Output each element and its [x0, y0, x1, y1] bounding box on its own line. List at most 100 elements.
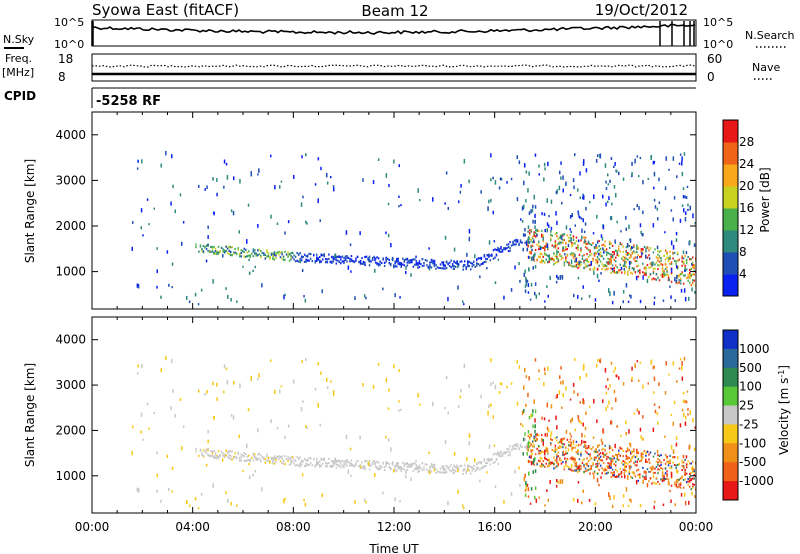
power-cell — [319, 261, 321, 264]
velocity-cell — [577, 466, 579, 469]
power-cell — [258, 253, 261, 256]
velocity-cell — [589, 458, 591, 461]
velocity-cell — [577, 453, 579, 456]
power-cell — [605, 261, 608, 264]
velocity-cell — [610, 466, 612, 469]
power-cell — [684, 264, 686, 267]
velocity-cell — [655, 460, 658, 463]
velocity-cell — [500, 382, 503, 386]
power-cell — [688, 296, 690, 301]
power-cell — [383, 264, 386, 267]
velocity-cell — [349, 447, 352, 451]
power-cell — [598, 264, 600, 267]
velocity-cell — [573, 497, 575, 502]
velocity-cell — [264, 461, 267, 464]
power-cell — [490, 198, 492, 203]
velocity-cell — [648, 480, 650, 483]
velocity-cell — [615, 476, 617, 478]
velocity-cell — [649, 477, 652, 480]
power-cell — [284, 250, 286, 253]
power-cell — [476, 262, 478, 265]
velocity-cell — [550, 442, 552, 445]
velocity-cell — [254, 470, 256, 473]
velocity-cell — [171, 490, 173, 493]
power-cell — [589, 249, 591, 252]
velocity-cell — [561, 406, 563, 409]
power-cell — [661, 273, 664, 276]
power-cell — [302, 195, 304, 199]
power-cell — [460, 260, 463, 263]
velocity-cell — [338, 459, 341, 462]
power-cell — [528, 236, 530, 240]
velocity-cell — [460, 388, 462, 393]
velocity-cell — [565, 446, 567, 449]
velocity-cell — [581, 459, 584, 462]
velocity-cell — [179, 397, 182, 401]
power-cell — [306, 222, 308, 225]
power-cell — [232, 210, 235, 216]
velocity-cell — [181, 446, 183, 451]
power-cell — [214, 247, 217, 250]
power-cell — [474, 254, 476, 259]
power-cell — [340, 258, 342, 261]
velocity-cell — [509, 451, 511, 454]
power-cell — [260, 254, 262, 257]
power-cell — [599, 254, 602, 257]
velocity-cell — [479, 461, 481, 464]
velocity-cell — [541, 438, 543, 441]
velocity-cell — [562, 443, 564, 446]
velocity-cell — [579, 420, 581, 424]
velocity-cell — [467, 467, 469, 469]
velocity-cell — [657, 472, 659, 475]
power-cell — [674, 277, 676, 282]
velocity-cell — [618, 449, 620, 452]
power-cell — [317, 258, 319, 261]
power-cell — [335, 256, 338, 259]
power-cell — [687, 279, 689, 282]
velocity-cell — [556, 465, 558, 468]
power-cell — [607, 267, 609, 270]
power-cell — [652, 270, 655, 273]
power-cell — [653, 301, 655, 306]
velocity-cell — [657, 463, 659, 466]
velocity-cell — [604, 367, 607, 373]
power-cell — [572, 236, 575, 239]
x-tick-label: 16:00 — [477, 520, 512, 534]
power-cell — [532, 266, 534, 270]
power-cell — [692, 266, 694, 269]
power-cell — [581, 228, 583, 233]
velocity-cell — [513, 447, 516, 450]
velocity-cell — [303, 458, 306, 460]
velocity-cell — [528, 460, 531, 463]
velocity-ylabel: Slant Range [km] — [23, 363, 37, 467]
velocity-cell — [570, 435, 572, 438]
velocity-cell — [388, 466, 390, 469]
power-cell — [510, 288, 513, 292]
power-cell — [663, 271, 665, 274]
power-cell — [305, 220, 307, 224]
power-cell — [636, 246, 638, 249]
power-cell — [533, 234, 535, 237]
velocity-cell — [278, 455, 280, 458]
velocity-cell — [398, 369, 400, 372]
power-cell — [276, 222, 279, 225]
power-cell — [349, 257, 351, 260]
velocity-cell — [213, 457, 215, 460]
velocity-cell — [287, 424, 290, 428]
velocity-cell — [519, 443, 522, 446]
velocity-cell — [556, 479, 558, 483]
velocity-cell — [322, 458, 324, 461]
power-cell — [276, 251, 279, 254]
velocity-cell — [417, 468, 419, 471]
power-cell — [423, 264, 425, 267]
velocity-cell — [579, 401, 581, 404]
power-cell — [689, 240, 691, 245]
power-cell — [610, 271, 612, 274]
power-cell — [559, 240, 561, 243]
velocity-cell — [536, 433, 538, 436]
velocity-cell — [371, 462, 374, 465]
power-cell — [602, 224, 605, 230]
power-cell — [226, 175, 229, 180]
power-cell — [607, 173, 609, 177]
power-cell — [338, 261, 341, 264]
